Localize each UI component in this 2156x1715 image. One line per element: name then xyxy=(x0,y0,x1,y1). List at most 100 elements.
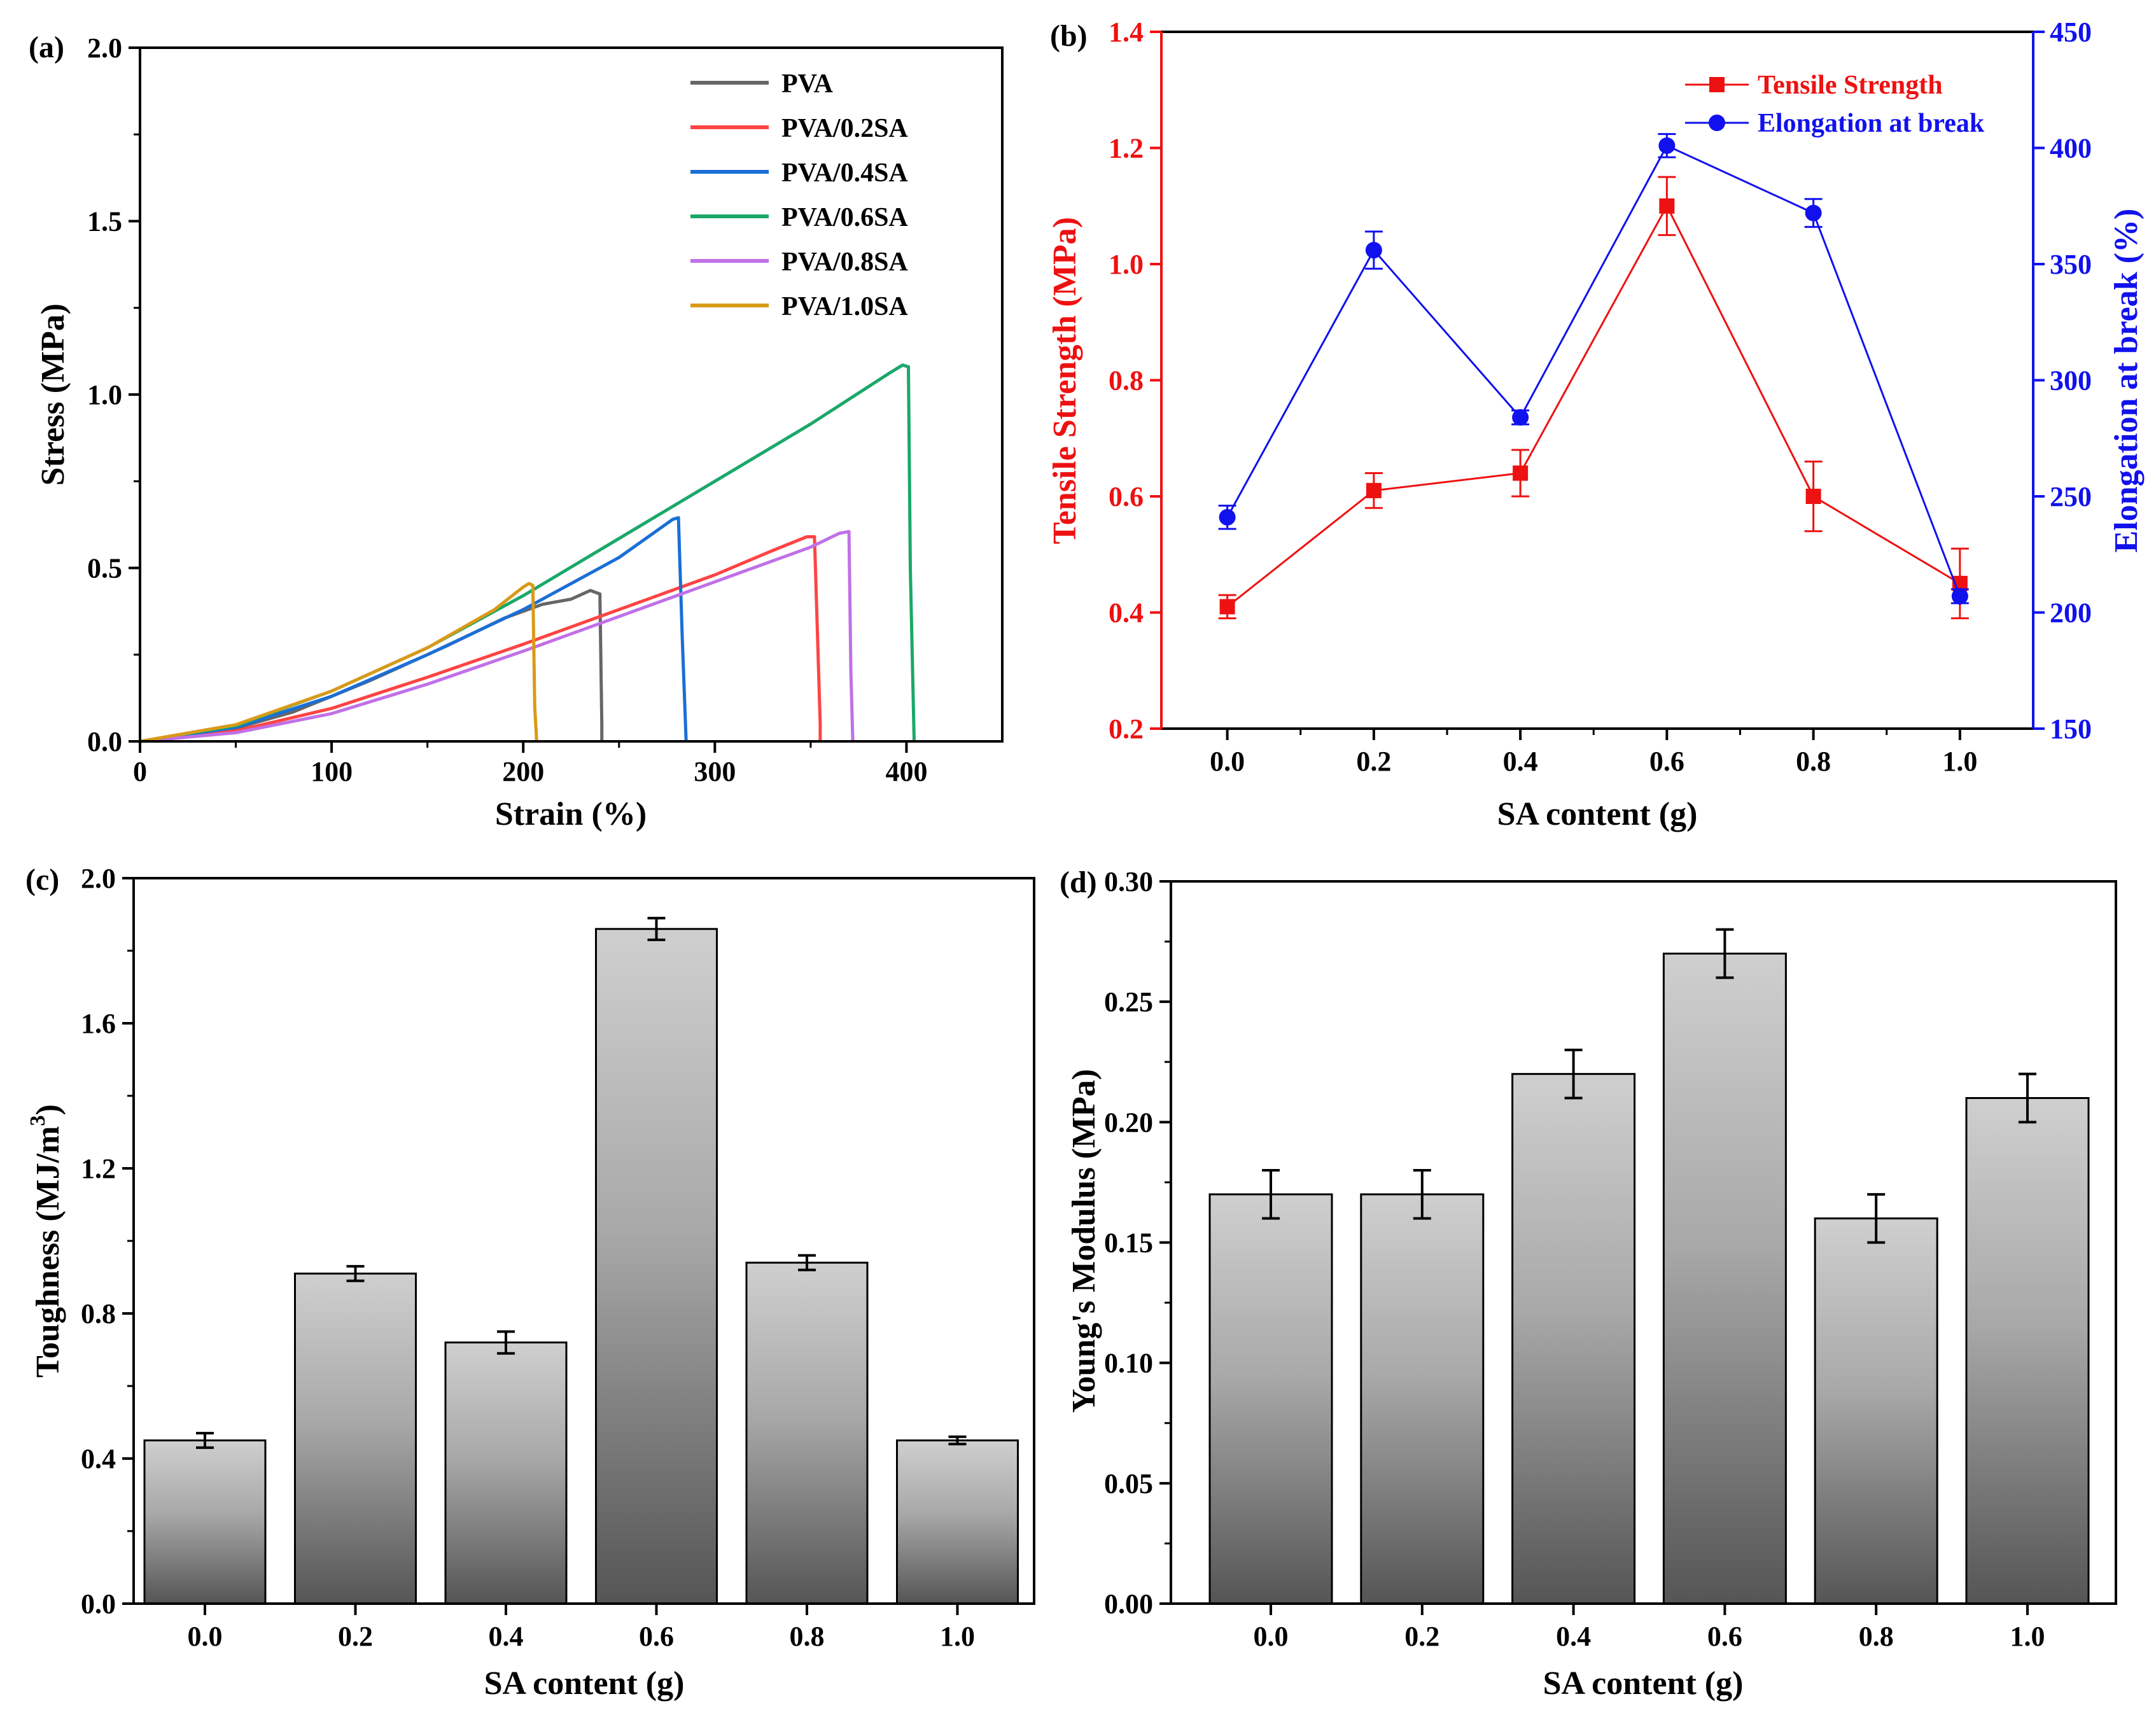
c-ticks-layer: 0.0 0.2 0.4 0.6 0.8 1.0 0.0 0.4 0.8 1.2 1.6 2.0 xyxy=(81,863,975,1652)
c-x-tick-label: 1.0 xyxy=(940,1621,975,1652)
c-y-axis-label-sup: 3 xyxy=(26,1115,50,1126)
d-x-axis-label: SA content (g) xyxy=(1543,1665,1744,1702)
c-y-axis-label-close: ) xyxy=(30,1104,66,1115)
b-right-tick-label: 350 xyxy=(2050,249,2092,280)
c-x-tick-label: 0.2 xyxy=(338,1621,373,1652)
c-bar-2 xyxy=(444,1341,568,1605)
b-point-square xyxy=(1659,198,1675,214)
b-x-tick-label: 0.8 xyxy=(1796,746,1831,777)
d-y-axis-label: Young's Modulus (MPa) xyxy=(1066,1069,1102,1413)
d-x-tick-label: 0.4 xyxy=(1556,1621,1591,1652)
c-y-tick-label: 2.0 xyxy=(81,863,116,894)
b-left-tick-label: 0.2 xyxy=(1109,713,1144,745)
a-x-axis-label: Strain (%) xyxy=(495,796,647,832)
d-bar-2 xyxy=(1511,1073,1636,1605)
d-series-layer xyxy=(1208,928,2090,1605)
c-x-tick-label: 0.6 xyxy=(639,1621,674,1652)
a-legend-label-0: PVA xyxy=(781,69,834,99)
b-series-layer xyxy=(1218,133,1969,620)
b-series-line-1 xyxy=(1226,144,1961,597)
d-x-tick-label: 0.6 xyxy=(1707,1621,1742,1652)
b-left-tick-label: 0.4 xyxy=(1109,598,1144,629)
a-legend-label-2: PVA/0.4SA xyxy=(781,158,908,188)
a-legend-label-4: PVA/0.8SA xyxy=(781,248,908,277)
a-panel-label: (a) xyxy=(29,31,64,64)
b-x-tick-label: 0.0 xyxy=(1210,746,1245,777)
b-point-square xyxy=(1366,482,1382,498)
c-bar-4 xyxy=(745,1261,869,1605)
a-x-tick-label: 300 xyxy=(694,756,736,787)
b-left-tick-label: 1.0 xyxy=(1109,249,1144,280)
d-y-tick-label: 0.10 xyxy=(1104,1348,1153,1379)
a-series-line-5 xyxy=(139,582,538,743)
a-x-tick-label: 0 xyxy=(133,756,147,787)
a-legend-label-5: PVA/1.0SA xyxy=(781,292,908,321)
a-y-tick-label: 0.0 xyxy=(87,726,122,757)
d-x-tick-label: 0.2 xyxy=(1404,1621,1439,1652)
a-y-axis-label: Stress (MPa) xyxy=(35,304,71,486)
c-x-tick-label: 0.0 xyxy=(188,1621,223,1652)
panel-b-tensile-elongation: 0.0 0.2 0.4 0.6 0.8 1.0 0.2 0.4 0.6 0.8 1.0 1.2 1.4 1… xyxy=(1047,17,2145,832)
b-point-circle xyxy=(1658,137,1676,154)
c-y-tick-label: 0.4 xyxy=(81,1443,116,1474)
d-y-tick-label: 0.25 xyxy=(1104,986,1153,1018)
c-bar-3 xyxy=(595,928,718,1605)
b-legend-marker-0 xyxy=(1709,77,1725,92)
a-ticks-layer: 0 100 200 300 400 0.0 0.5 1.0 1.5 2.0 xyxy=(87,32,927,787)
c-y-tick-label: 1.2 xyxy=(81,1153,116,1184)
b-x-tick-label: 0.4 xyxy=(1503,746,1538,777)
b-point-circle xyxy=(1951,587,1968,605)
a-y-tick-label: 1.0 xyxy=(87,379,122,410)
d-y-tick-label: 0.15 xyxy=(1104,1228,1153,1259)
b-right-tick-label: 300 xyxy=(2050,365,2092,396)
d-x-tick-label: 1.0 xyxy=(2010,1621,2045,1652)
panel-c-toughness: 0.0 0.2 0.4 0.6 0.8 1.0 0.0 0.4 0.8 1.2 1.6 2.0 (c)… xyxy=(25,863,1035,1702)
b-right-tick-label: 150 xyxy=(2050,713,2092,745)
b-x-tick-label: 1.0 xyxy=(1942,746,1977,777)
d-bar-5 xyxy=(1965,1097,2090,1605)
d-bar-4 xyxy=(1814,1217,1938,1605)
b-x-tick-label: 0.6 xyxy=(1649,746,1684,777)
c-y-tick-label: 1.6 xyxy=(81,1008,116,1039)
c-x-tick-label: 0.4 xyxy=(489,1621,524,1652)
a-x-tick-label: 400 xyxy=(885,756,927,787)
panel-a-stress-strain: 0 100 200 300 400 0.0 0.5 1.0 1.5 2.0 (a) Strain … xyxy=(29,31,1004,832)
b-point-square xyxy=(1513,465,1529,481)
d-y-tick-label: 0.20 xyxy=(1104,1107,1153,1138)
d-y-tick-label: 0.00 xyxy=(1104,1588,1153,1620)
b-right-tick-label: 400 xyxy=(2050,133,2092,164)
b-legend-label-0: Tensile Strength xyxy=(1758,71,1943,100)
b-right-axis-label: Elongation at break (%) xyxy=(2108,209,2145,553)
b-right-tick-label: 450 xyxy=(2050,17,2092,48)
d-bar-0 xyxy=(1208,1193,1333,1605)
a-x-tick-label: 200 xyxy=(502,756,544,787)
d-bar-1 xyxy=(1360,1193,1485,1605)
a-series-line-1 xyxy=(139,535,822,743)
a-y-tick-label: 1.5 xyxy=(87,206,122,237)
b-right-tick-label: 200 xyxy=(2050,598,2092,629)
a-legend: PVA PVA/0.2SA PVA/0.4SA PVA/0.6SA PVA/0.8SA P… xyxy=(690,69,908,321)
b-left-tick-label: 1.4 xyxy=(1109,17,1144,48)
b-legend-label-1: Elongation at break xyxy=(1758,109,1985,138)
b-left-tick-label: 0.6 xyxy=(1109,481,1144,512)
c-panel-label: (c) xyxy=(25,863,59,897)
a-y-tick-label: 2.0 xyxy=(87,32,122,64)
b-left-axis-label: Tensile Strength (MPa) xyxy=(1047,217,1083,544)
c-x-axis-label: SA content (g) xyxy=(484,1665,685,1702)
b-left-tick-label: 1.2 xyxy=(1109,133,1144,164)
b-panel-label: (b) xyxy=(1050,19,1088,53)
b-series-line-0 xyxy=(1226,204,1961,608)
d-bar-3 xyxy=(1662,953,1787,1605)
a-series-line-2 xyxy=(139,516,688,743)
c-y-tick-label: 0.8 xyxy=(81,1298,116,1329)
a-legend-label-1: PVA/0.2SA xyxy=(781,114,908,143)
c-bar-5 xyxy=(896,1439,1019,1605)
b-point-circle xyxy=(1219,508,1236,526)
d-x-tick-label: 0.0 xyxy=(1254,1621,1289,1652)
d-ticks-layer: 0.0 0.2 0.4 0.6 0.8 1.0 0.00 0.05 0.10 0.15 0.20 0.… xyxy=(1104,866,2045,1652)
b-point-circle xyxy=(1512,409,1529,426)
b-left-tick-label: 0.8 xyxy=(1109,365,1144,396)
c-y-axis-label: Toughness (MJ/m3) xyxy=(26,1104,66,1378)
b-legend-marker-1 xyxy=(1709,115,1725,131)
